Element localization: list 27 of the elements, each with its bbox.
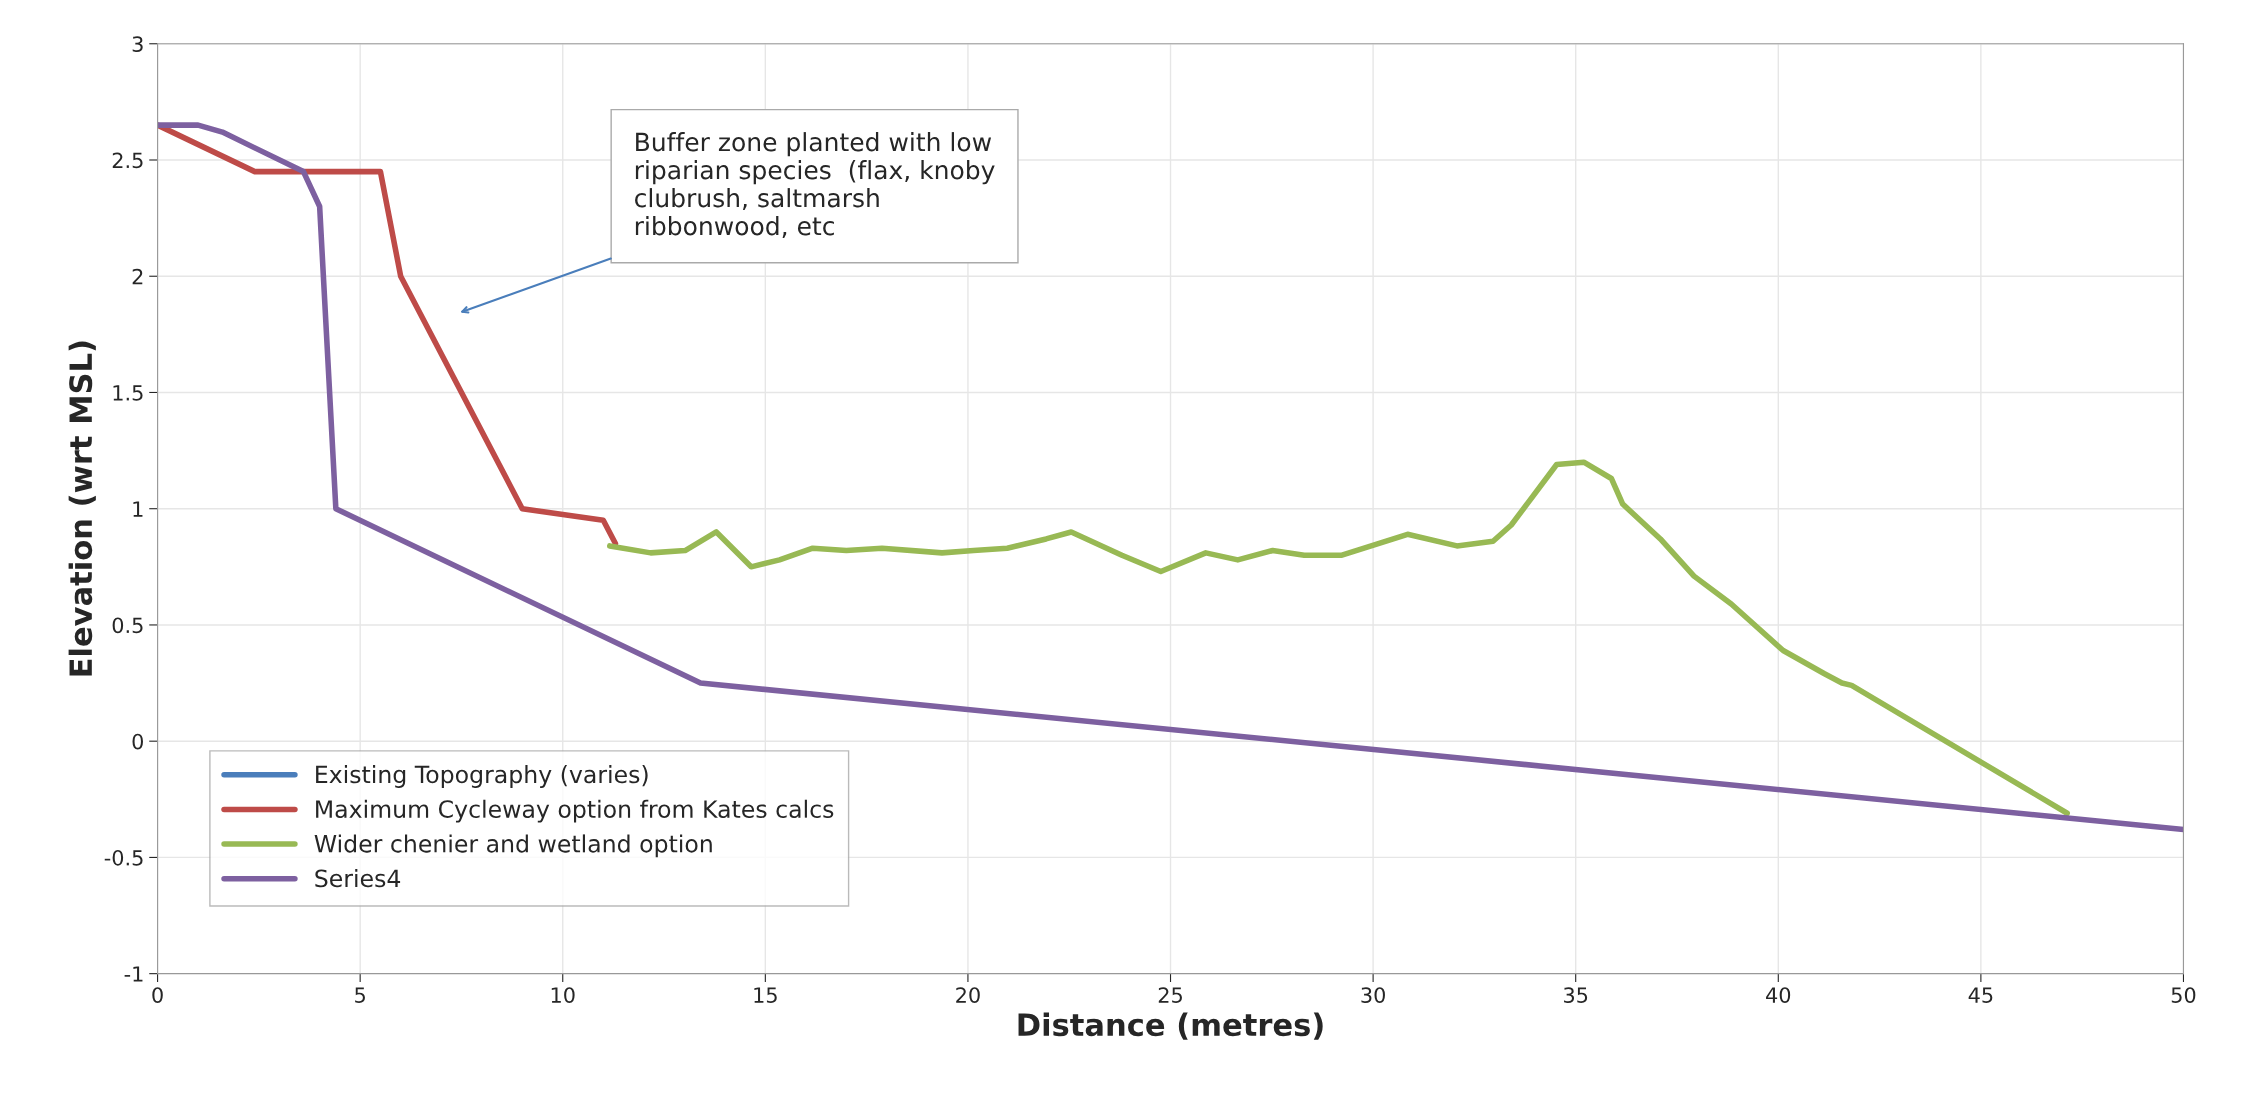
y-tick-label: -0.5 — [104, 849, 143, 866]
y-tick-label: 1.5 — [113, 385, 143, 401]
x-axis-title: Distance (metres) — [1018, 1012, 1323, 1040]
y-tick-label: 0.5 — [112, 617, 143, 634]
x-tick-label: 30 — [1361, 987, 1385, 1003]
x-tick-label: 40 — [1766, 987, 1791, 1003]
x-tick-label: 45 — [1968, 987, 1993, 1003]
x-tick-label: 25 — [1158, 987, 1182, 1003]
x-tick-label: 0 — [152, 987, 163, 1003]
annotation: Buffer zone planted with low riparian species (flax, knoby clubrush, saltmarsh ribbonwood, etc — [635, 132, 995, 238]
y-tick-label: -1 — [124, 966, 143, 982]
legend-label: Wider chenier and wetland option — [314, 834, 712, 858]
x-tick-label: 50 — [2171, 987, 2196, 1003]
legend-label: Existing Topography (varies) — [316, 765, 648, 788]
x-tick-label: 5 — [355, 987, 365, 1003]
y-tick-label: 1 — [133, 501, 143, 517]
y-tick-label: 2 — [132, 268, 143, 285]
legend-label: Series4 — [315, 869, 401, 888]
x-tick-label: 35 — [1564, 987, 1588, 1003]
x-tick-label: 10 — [551, 987, 575, 1003]
x-tick-label: 20 — [956, 987, 980, 1003]
y-tick-label: 0 — [132, 733, 143, 750]
x-tick-label: 15 — [754, 987, 777, 1003]
legend-label: Maximum Cycleway option from Kates calcs — [316, 799, 834, 823]
y-tick-label: 3 — [132, 36, 143, 52]
y-axis-title: Elevation (wrt MSL) — [68, 341, 96, 676]
y-tick-label: 2.5 — [112, 152, 143, 169]
